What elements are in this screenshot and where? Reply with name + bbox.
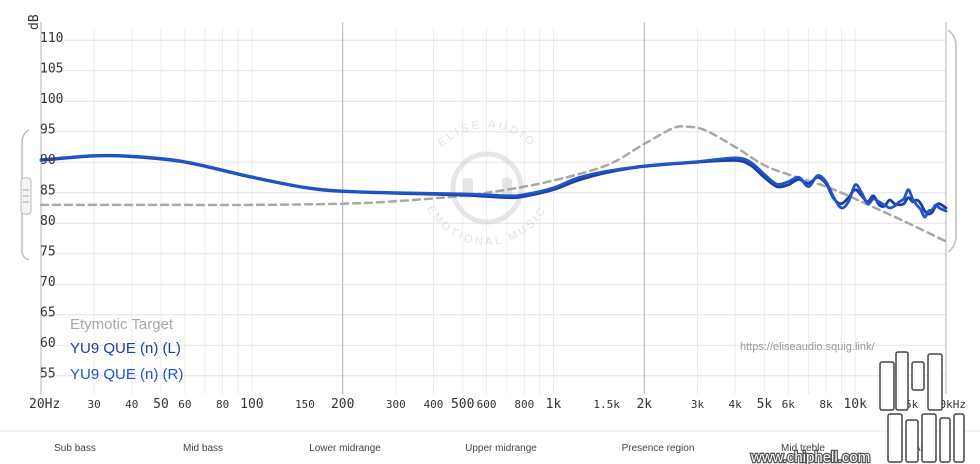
series-layer	[39, 124, 948, 243]
x-tick-label: 100	[240, 397, 263, 412]
series-etymotic-target	[39, 124, 948, 243]
band-label: Presence region	[622, 443, 695, 454]
x-tick-label: 80	[216, 398, 229, 411]
x-tick-label: 1.5k	[593, 398, 620, 411]
legend-etymotic-target[interactable]: Etymotic Target	[70, 316, 174, 333]
x-tick-label: 1k	[546, 397, 562, 412]
y-tick-label: 80	[40, 214, 56, 229]
x-tick-label: 5k	[757, 397, 773, 412]
x-tick-label: 2k	[636, 397, 652, 412]
squiglink-url-watermark: https://eliseaudio.squig.link/	[740, 341, 875, 353]
x-tick-label: 500	[451, 397, 474, 412]
x-tick-label: 8k	[819, 398, 833, 411]
y-tick-label: 75	[40, 245, 56, 260]
x-tick-label: 40	[125, 398, 138, 411]
y-tick-label: 95	[40, 123, 56, 138]
y-axis-label: dB	[27, 14, 42, 30]
band-label: Air	[914, 443, 927, 454]
x-tick-label: 600	[477, 398, 497, 411]
x-tick-label: 150	[295, 398, 315, 411]
x-tick-label: 10k	[843, 397, 867, 412]
y-tick-label: 110	[40, 31, 63, 46]
y-tick-label: 55	[40, 367, 56, 382]
x-tick-label: 200	[331, 397, 354, 412]
x-tick-label: 50	[153, 397, 169, 412]
x-tick-label: 400	[424, 398, 444, 411]
series-yu9-que-right	[39, 153, 948, 219]
headphone-cup-right	[502, 178, 512, 198]
band-label: Lower midrange	[309, 443, 381, 454]
chiphell-site-text: www.chiphell.com	[750, 449, 870, 464]
y-tick-label: 70	[40, 275, 56, 290]
chiphell-logo	[879, 351, 965, 463]
x-axis-ticks: 20Hz 30 40 50 60 80 100 150 200 300 400 500 600 800 1k…	[29, 397, 966, 412]
y-tick-label: 65	[40, 306, 56, 321]
frequency-band-labels: Sub bass Mid bass Lower midrange Upper midr…	[54, 443, 927, 454]
band-label: Upper midrange	[465, 443, 537, 454]
legend-yu9-que-right[interactable]: YU9 QUE (n) (R)	[70, 366, 183, 383]
legend-yu9-que-left[interactable]: YU9 QUE (n) (L)	[70, 340, 181, 357]
x-tick-label: 30	[87, 398, 100, 411]
y-tick-label: 100	[40, 92, 63, 107]
x-tick-label: 300	[386, 398, 406, 411]
graph-handle-left[interactable]	[20, 129, 32, 261]
x-tick-label: 60	[178, 398, 191, 411]
x-tick-label: 800	[514, 398, 534, 411]
y-tick-label: 60	[40, 336, 56, 351]
x-tick-label: 20Hz	[29, 397, 60, 412]
chiphell-watermark: www.chiphell.com	[749, 351, 965, 464]
band-label: Mid bass	[183, 443, 223, 454]
band-label: Sub bass	[54, 443, 96, 454]
y-tick-label: 90	[40, 153, 56, 168]
graph-handle-right[interactable]	[947, 29, 957, 253]
x-tick-label: 3k	[691, 398, 705, 411]
y-tick-label: 85	[40, 184, 56, 199]
y-axis-ticks: 55 60 65 70 75 80 85 90 95 100 105 110	[40, 31, 63, 382]
x-tick-label: 4k	[728, 398, 742, 411]
y-tick-label: 105	[40, 62, 63, 77]
x-tick-label: 6k	[782, 398, 796, 411]
band-label: Mid treble	[781, 443, 825, 454]
